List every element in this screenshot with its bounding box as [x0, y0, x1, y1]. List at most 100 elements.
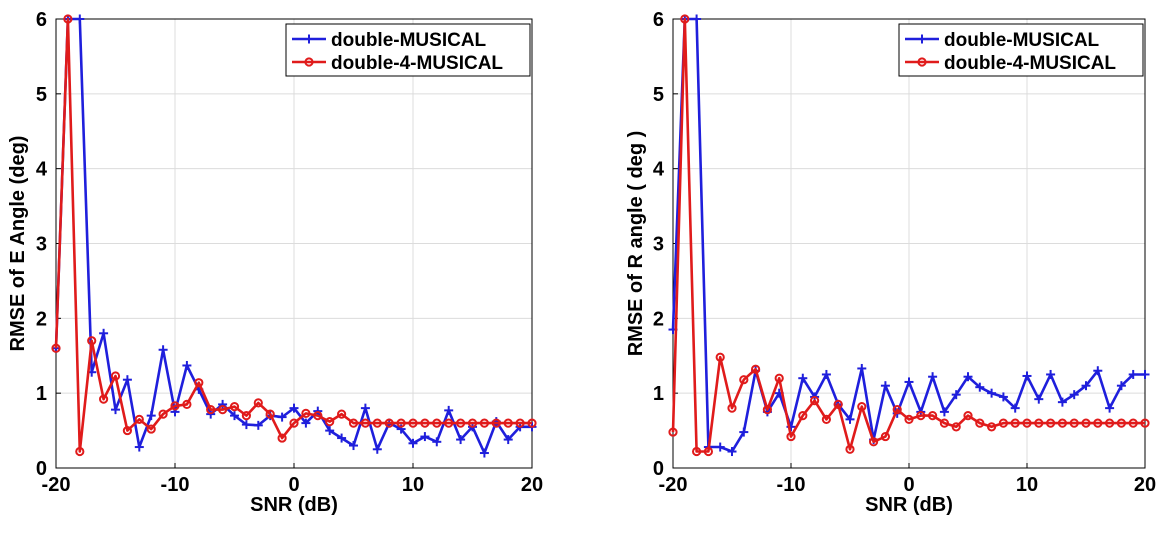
data-point: [325, 426, 335, 436]
data-point: [998, 392, 1008, 402]
data-point: [372, 444, 382, 454]
data-point: [444, 418, 454, 428]
data-point: [456, 418, 466, 428]
data-point: [1128, 369, 1138, 379]
data-point: [146, 424, 156, 434]
data-point: [337, 433, 347, 443]
legend-entry: double-MUSICAL: [292, 30, 487, 51]
data-point: [408, 438, 418, 448]
data-point: [1022, 371, 1032, 381]
data-point: [1069, 390, 1079, 400]
data-point: [420, 418, 430, 428]
y-tick-label: 1: [36, 383, 47, 405]
series-2: [668, 14, 1150, 457]
data-point: [229, 402, 240, 412]
data-point: [348, 418, 359, 428]
x-tick-label: -10: [777, 474, 806, 496]
data-point: [360, 403, 370, 413]
data-point: [134, 442, 144, 452]
data-point: [928, 411, 938, 421]
data-point: [479, 418, 489, 428]
data-point: [904, 377, 914, 387]
data-point: [727, 447, 737, 457]
y-tick-label: 6: [653, 9, 664, 31]
data-point: [939, 418, 950, 428]
data-point: [692, 14, 702, 24]
data-point: [75, 14, 85, 24]
data-point: [857, 363, 867, 373]
data-point: [325, 417, 335, 427]
data-point: [503, 418, 513, 428]
data-point: [810, 396, 820, 406]
data-point: [408, 418, 418, 428]
data-point: [1105, 418, 1115, 428]
y-tick-label: 2: [653, 308, 664, 330]
data-point: [241, 420, 251, 430]
data-point: [987, 422, 997, 432]
data-point: [857, 402, 867, 412]
y-tick-label: 4: [36, 159, 48, 181]
y-tick-label: 4: [653, 159, 665, 181]
data-point: [1093, 366, 1103, 376]
legend-label: double-4-MUSICAL: [944, 53, 1116, 74]
data-point: [1069, 418, 1079, 428]
data-point: [289, 403, 299, 413]
y-tick-label: 5: [36, 84, 47, 106]
data-point: [951, 422, 961, 432]
data-point: [158, 345, 168, 355]
data-point: [75, 446, 85, 457]
data-point: [786, 431, 796, 442]
data-point: [146, 411, 156, 421]
data-point: [668, 427, 678, 437]
data-point: [928, 372, 938, 382]
data-point: [975, 382, 985, 392]
data-point: [1034, 394, 1044, 404]
data-point: [1128, 418, 1138, 428]
data-point: [110, 371, 121, 381]
data-point: [1057, 418, 1068, 428]
data-point: [503, 435, 513, 445]
data-point: [158, 409, 168, 419]
data-point: [774, 373, 784, 383]
x-axis-label: SNR (dB): [250, 494, 338, 516]
legend-label: double-4-MUSICAL: [331, 53, 503, 74]
data-point: [420, 432, 430, 442]
data-point: [111, 405, 120, 415]
y-tick-label: 3: [36, 234, 47, 256]
data-point: [1010, 418, 1020, 428]
data-point: [845, 444, 855, 454]
data-point: [951, 390, 961, 400]
x-tick-label: -20: [42, 474, 71, 496]
data-point: [987, 388, 997, 398]
data-point: [182, 399, 192, 409]
data-point: [337, 409, 347, 419]
data-point: [869, 437, 879, 447]
data-point: [1057, 397, 1067, 407]
data-point: [1081, 418, 1091, 428]
data-point: [821, 414, 832, 424]
data-point: [99, 328, 109, 338]
data-point: [51, 343, 61, 353]
data-point: [63, 14, 73, 24]
x-tick-label: 20: [521, 474, 543, 496]
x-tick-label: 0: [288, 474, 299, 496]
data-point: [1105, 403, 1115, 413]
x-tick-label: 0: [903, 474, 914, 496]
data-point: [1116, 418, 1127, 428]
data-point: [134, 414, 144, 424]
legend-box: [285, 23, 531, 77]
data-point: [798, 373, 808, 383]
data-point: [456, 435, 466, 445]
data-point: [277, 433, 287, 443]
data-point: [265, 409, 275, 419]
data-point: [880, 381, 890, 391]
x-axis-label: SNR (dB): [865, 494, 953, 516]
data-point: [253, 398, 263, 408]
x-tick-label: -20: [659, 474, 688, 496]
data-point: [313, 411, 323, 421]
data-point: [739, 375, 749, 385]
y-tick-label: 5: [653, 84, 664, 106]
